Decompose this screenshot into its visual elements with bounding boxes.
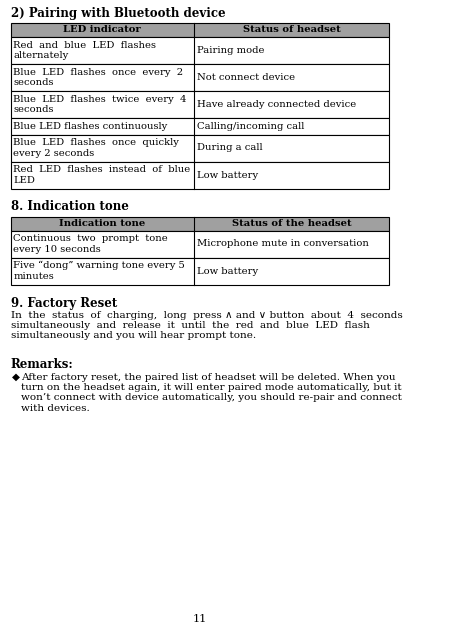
Bar [11,118,389,135]
Bar [11,231,389,257]
Text: Calling/incoming call: Calling/incoming call [197,122,304,131]
Text: 8. Indication tone: 8. Indication tone [11,200,129,214]
Bar [11,217,389,231]
Text: Blue  LED  flashes  once  every  2
seconds: Blue LED flashes once every 2 seconds [13,68,184,87]
Text: Low battery: Low battery [197,171,258,179]
Text: 11: 11 [193,614,207,624]
Text: Blue LED flashes continuously: Blue LED flashes continuously [13,122,167,131]
Text: Blue  LED  flashes  twice  every  4
seconds: Blue LED flashes twice every 4 seconds [13,95,187,114]
Bar [11,91,389,118]
Text: Status of headset: Status of headset [243,25,341,35]
Text: Status of the headset: Status of the headset [232,219,351,228]
Text: In  the  status  of  charging,  long  press ∧ and ∨ button  about  4  seconds
si: In the status of charging, long press ∧ … [11,310,402,340]
Text: Blue  LED  flashes  once  quickly
every 2 seconds: Blue LED flashes once quickly every 2 se… [13,138,179,158]
Bar [11,23,389,37]
Text: ◆: ◆ [12,372,19,382]
Bar [11,135,389,162]
Text: Red  and  blue  LED  flashes
alternately: Red and blue LED flashes alternately [13,41,156,60]
Text: Red  LED  flashes  instead  of  blue
LED: Red LED flashes instead of blue LED [13,166,190,185]
Text: 2) Pairing with Bluetooth device: 2) Pairing with Bluetooth device [11,7,225,20]
Text: Five “dong” warning tone every 5
minutes: Five “dong” warning tone every 5 minutes [13,261,185,281]
Text: Microphone mute in conversation: Microphone mute in conversation [197,240,368,248]
Text: During a call: During a call [197,143,262,152]
Bar [11,64,389,91]
Text: Have already connected device: Have already connected device [197,100,356,109]
Bar [11,37,389,64]
Text: After factory reset, the paired list of headset will be deleted. When you
turn o: After factory reset, the paired list of … [21,372,402,413]
Text: Pairing mode: Pairing mode [197,46,264,55]
Bar [11,162,389,188]
Text: 9. Factory Reset: 9. Factory Reset [11,296,117,310]
Text: Continuous  two  prompt  tone
every 10 seconds: Continuous two prompt tone every 10 seco… [13,234,168,253]
Text: Low battery: Low battery [197,267,258,276]
Text: Not connect device: Not connect device [197,73,295,82]
Text: LED indicator: LED indicator [64,25,141,35]
Text: Indication tone: Indication tone [59,219,146,228]
Text: Remarks:: Remarks: [11,358,74,372]
Bar [11,257,389,284]
